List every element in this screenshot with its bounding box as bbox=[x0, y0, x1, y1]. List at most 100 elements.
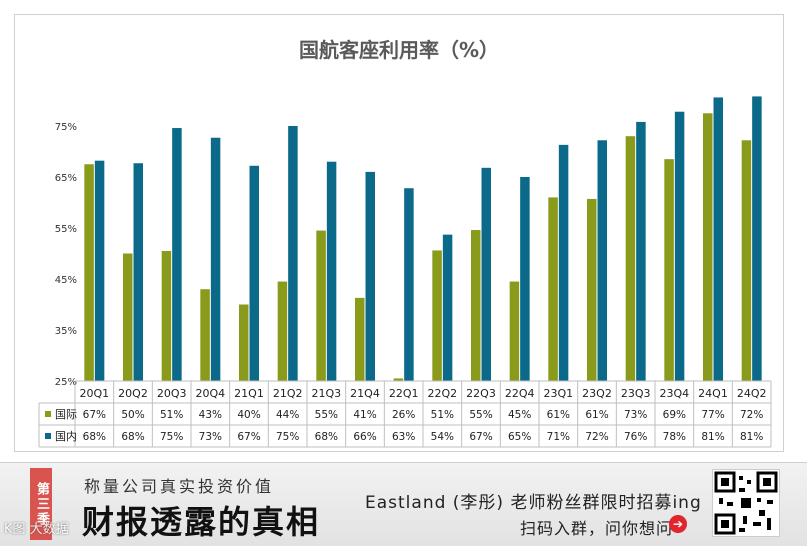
data-label: 76% bbox=[624, 431, 647, 443]
y-tick-label: 45% bbox=[55, 275, 77, 286]
data-label: 55% bbox=[469, 409, 492, 421]
bar-intl bbox=[316, 230, 326, 381]
bar-dom bbox=[210, 137, 221, 381]
data-label: 69% bbox=[663, 409, 686, 421]
x-category-label: 21Q2 bbox=[273, 387, 303, 400]
data-label: 81% bbox=[701, 431, 724, 443]
bar-dom bbox=[636, 121, 646, 382]
bar-dom bbox=[520, 177, 530, 381]
qr-code-icon[interactable] bbox=[712, 469, 780, 537]
bar-intl bbox=[239, 304, 249, 381]
data-label: 81% bbox=[740, 431, 763, 443]
x-category-label: 24Q1 bbox=[698, 387, 728, 400]
data-label: 73% bbox=[199, 431, 222, 443]
x-category-label: 22Q1 bbox=[389, 387, 419, 400]
bar-intl bbox=[393, 378, 404, 381]
bar-dom bbox=[481, 167, 491, 381]
data-label: 67% bbox=[83, 409, 106, 421]
data-label: 50% bbox=[121, 409, 144, 421]
bar-intl bbox=[200, 289, 210, 381]
bar-dom bbox=[404, 188, 414, 381]
data-label: 67% bbox=[469, 431, 492, 443]
data-label: 63% bbox=[392, 431, 415, 443]
data-label: 78% bbox=[663, 431, 686, 443]
data-label: 43% bbox=[199, 409, 222, 421]
bar-dom bbox=[674, 111, 685, 381]
bar-dom bbox=[249, 165, 259, 381]
x-category-label: 20Q3 bbox=[157, 387, 187, 400]
data-label: 75% bbox=[160, 431, 183, 443]
banner-slogan-small: 称量公司真实投资价值 bbox=[84, 477, 275, 496]
data-label: 44% bbox=[276, 409, 299, 421]
season-tag: 第三季 bbox=[30, 468, 52, 540]
x-category-label: 20Q4 bbox=[196, 387, 226, 400]
data-label: 26% bbox=[392, 409, 415, 421]
recruit-text: Eastland (李彤) 老师粉丝群限时招募ing bbox=[365, 493, 702, 513]
bar-intl bbox=[664, 159, 674, 381]
bar-chart: 国航客座利用率（%） 25%35%45%55%65%75% 20Q1 20Q2 20… bbox=[38, 38, 772, 448]
data-label: 72% bbox=[585, 431, 608, 443]
bar-intl bbox=[123, 253, 133, 381]
data-label: 54% bbox=[431, 431, 454, 443]
data-label: 61% bbox=[547, 409, 570, 421]
data-label: 67% bbox=[237, 431, 260, 443]
x-category-label: 22Q4 bbox=[505, 387, 535, 400]
data-label: 65% bbox=[508, 431, 531, 443]
chart-title: 国航客座利用率（%） bbox=[299, 38, 499, 62]
bar-intl bbox=[161, 250, 172, 381]
y-tick-label: 25% bbox=[55, 377, 77, 388]
x-category-label: 23Q1 bbox=[544, 387, 574, 400]
x-category-label: 21Q4 bbox=[350, 387, 380, 400]
x-category-label: 22Q2 bbox=[428, 387, 458, 400]
banner-slogan-big: 财报透露的真相 bbox=[82, 503, 321, 541]
bar-dom bbox=[713, 97, 723, 381]
bar-intl bbox=[471, 230, 481, 381]
y-tick-label: 65% bbox=[55, 173, 77, 184]
bar-dom bbox=[326, 161, 337, 381]
data-label: 51% bbox=[160, 409, 183, 421]
data-label: 40% bbox=[237, 409, 260, 421]
bar-intl bbox=[741, 140, 752, 381]
y-tick-label: 35% bbox=[55, 326, 77, 337]
x-category-label: 24Q2 bbox=[737, 387, 767, 400]
watermark-text: K图 大数据 bbox=[4, 522, 69, 537]
x-category-label: 21Q3 bbox=[312, 387, 342, 400]
promo-banner bbox=[0, 462, 807, 546]
legend-swatch bbox=[45, 433, 51, 439]
bar-intl bbox=[277, 281, 288, 381]
scan-text: 扫码入群，问你想问 bbox=[520, 519, 674, 538]
bar-intl bbox=[432, 250, 442, 381]
bar-dom bbox=[94, 160, 105, 381]
x-category-label: 23Q2 bbox=[582, 387, 612, 400]
data-label: 71% bbox=[547, 431, 570, 443]
x-category-label: 21Q1 bbox=[234, 387, 264, 400]
chart-frame: 国航客座利用率（%） 25% 35% 45% 55% 65% 75% 20Q1 20Q2 20… bbox=[14, 14, 784, 452]
data-label: 68% bbox=[83, 431, 106, 443]
x-category-label: 23Q3 bbox=[621, 387, 651, 400]
bars-layer bbox=[84, 96, 762, 382]
bar-intl bbox=[587, 198, 597, 381]
legend-label: 国内 bbox=[55, 429, 77, 443]
bar-intl bbox=[84, 164, 94, 381]
data-label: 77% bbox=[701, 409, 724, 421]
data-label: 75% bbox=[276, 431, 299, 443]
qr-pattern bbox=[714, 471, 778, 535]
arrow-right-icon[interactable]: ➔ bbox=[669, 515, 687, 533]
data-label: 73% bbox=[624, 409, 647, 421]
bar-intl bbox=[509, 281, 520, 381]
data-label: 51% bbox=[431, 409, 454, 421]
bar-dom bbox=[172, 128, 182, 381]
y-tick-label: 55% bbox=[55, 224, 77, 235]
legend-swatch bbox=[45, 411, 51, 417]
x-category-label: 20Q2 bbox=[118, 387, 148, 400]
bar-dom bbox=[288, 126, 298, 381]
data-label: 45% bbox=[508, 409, 531, 421]
bar-dom bbox=[133, 163, 143, 381]
bar-dom bbox=[752, 96, 762, 382]
data-label: 68% bbox=[121, 431, 144, 443]
bar-intl bbox=[703, 113, 713, 381]
bar-intl bbox=[625, 136, 636, 381]
bar-intl bbox=[548, 197, 558, 381]
bar-dom bbox=[365, 171, 375, 381]
y-axis: 25% 35% 45% 55% 65% 75% bbox=[55, 122, 77, 388]
